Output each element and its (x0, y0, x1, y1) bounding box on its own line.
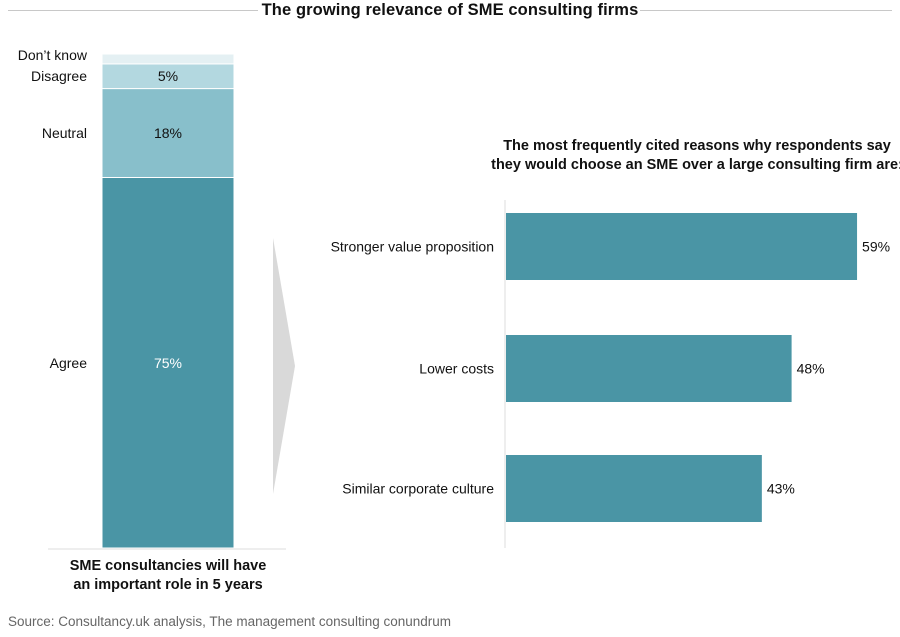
stack-segment-disagree (101, 63, 235, 90)
bar-similar-corporate-culture (506, 455, 762, 522)
bar-category-label-lower-costs: Lower costs (419, 361, 494, 377)
stack-chart-title-line: SME consultancies will have (70, 558, 267, 574)
bar-category-label-stronger-value-proposition: Stronger value proposition (331, 239, 494, 255)
chart-header: The growing relevance of SME consulting … (0, 0, 900, 24)
title-rule-right (640, 10, 892, 11)
stack-value-label-agree: 75% (154, 355, 182, 371)
stack-value-label-neutral: 18% (154, 125, 182, 141)
bar-chart-title-line: The most frequently cited reasons why re… (503, 138, 891, 154)
bar-value-label-stronger-value-proposition: 59% (862, 239, 890, 255)
arrow-right-icon (273, 238, 295, 494)
stacked-bar-chart: 75% Agree 18% Neutral 5% Disagree Don’t know SM… (18, 47, 286, 593)
bar-chart-title-line: they would choose an SME over a large co… (491, 157, 900, 173)
stack-segment-neutral (101, 88, 235, 178)
stack-segment-agree (101, 177, 235, 549)
stack-chart-title-line: an important role in 5 years (73, 577, 262, 593)
page-title: The growing relevance of SME consulting … (261, 1, 639, 19)
bar-stronger-value-proposition (506, 213, 858, 280)
stack-category-label-disagree: Disagree (31, 68, 87, 84)
stack-category-label-agree: Agree (50, 355, 88, 371)
horizontal-bar-chart: The most frequently cited reasons why re… (331, 138, 900, 548)
bar-value-label-similar-corporate-culture: 43% (767, 481, 795, 497)
stack-value-label-disagree: 5% (158, 68, 178, 84)
title-rule-left (8, 10, 258, 11)
stack-category-label-don-t-know: Don’t know (18, 47, 88, 63)
source-note: Source: Consultancy.uk analysis, The man… (8, 614, 451, 629)
stack-category-label-neutral: Neutral (42, 125, 87, 141)
stack-segment-don-t-know (101, 53, 235, 65)
bar-value-label-lower-costs: 48% (797, 361, 825, 377)
bar-lower-costs (506, 335, 792, 402)
bar-category-label-similar-corporate-culture: Similar corporate culture (342, 481, 494, 497)
